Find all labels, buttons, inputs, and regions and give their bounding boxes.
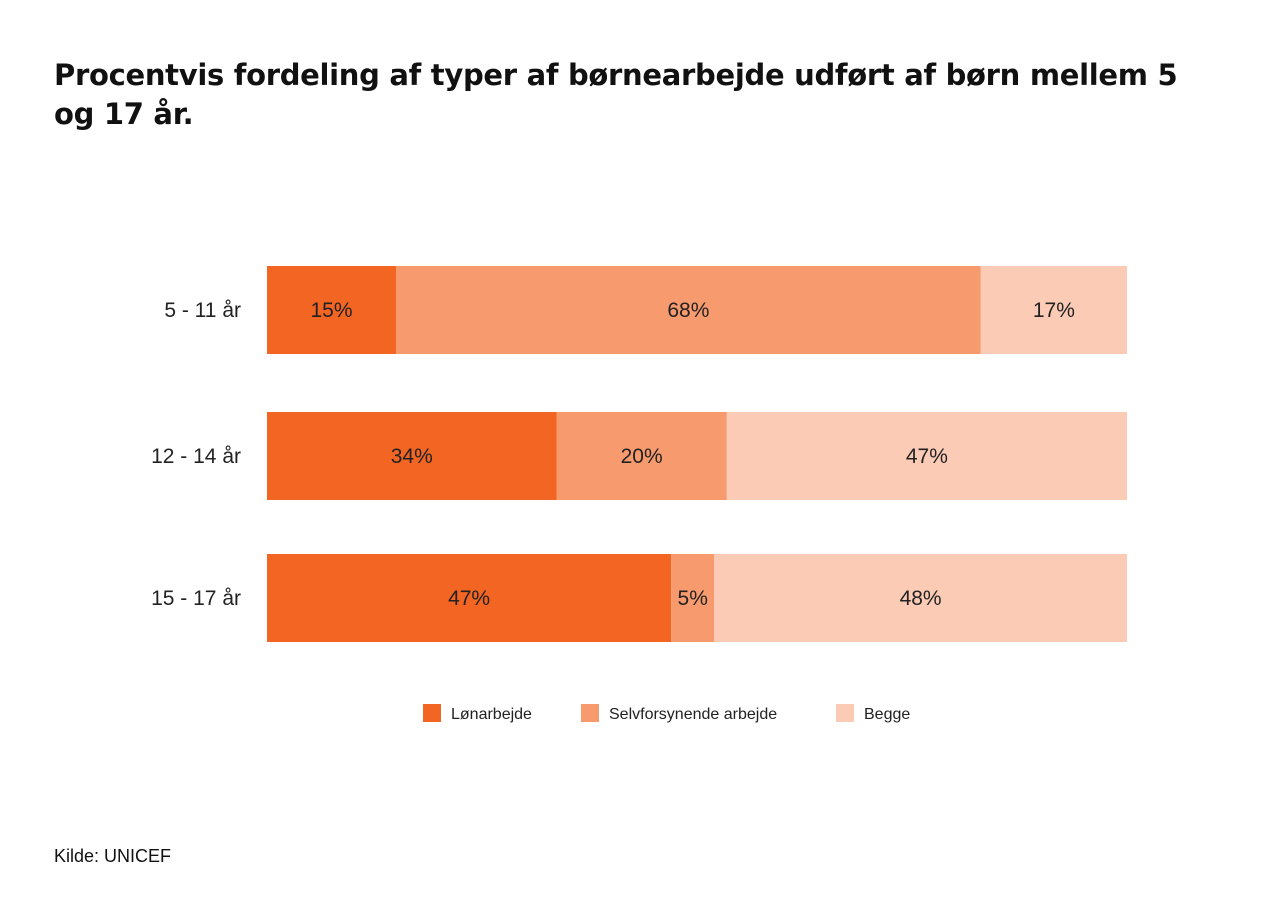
bar-segment [267, 554, 672, 642]
legend-swatch [836, 704, 854, 722]
data-label: 48% [900, 587, 942, 610]
bar-segment [396, 266, 981, 354]
bar-segment [980, 266, 1127, 354]
legend-label: Lønarbejde [451, 706, 532, 723]
chart-title: Procentvis fordeling af typer af børnear… [54, 58, 1178, 131]
category-label: 5 - 11 år [164, 299, 241, 322]
legend-swatch [423, 704, 441, 722]
legend-label: Selvforsynende arbejde [609, 706, 777, 723]
data-label: 47% [906, 445, 948, 468]
data-label: 20% [621, 445, 663, 468]
legend-swatch [581, 704, 599, 722]
bar-segment [714, 554, 1127, 642]
bar-segment [556, 412, 727, 500]
bar-segment [267, 266, 396, 354]
bar-segment [671, 554, 715, 642]
data-label: 15% [310, 299, 352, 322]
data-label: 68% [667, 299, 709, 322]
legend-label: Begge [864, 706, 910, 723]
bar-segment [267, 412, 557, 500]
source-note: Kilde: UNICEF [54, 846, 172, 866]
data-label: 47% [448, 587, 490, 610]
data-label: 5% [678, 587, 708, 610]
category-label: 15 - 17 år [151, 587, 241, 610]
category-label: 12 - 14 år [151, 445, 241, 468]
data-label: 17% [1033, 299, 1075, 322]
bar-segment [726, 412, 1127, 500]
data-label: 34% [391, 445, 433, 468]
